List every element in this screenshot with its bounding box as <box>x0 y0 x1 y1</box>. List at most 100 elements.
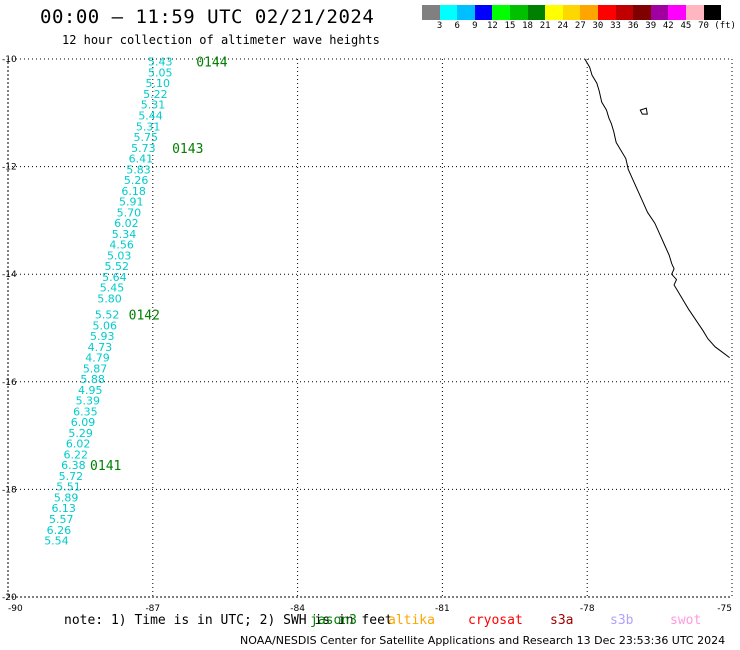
y-tick-label: -14 <box>2 270 17 280</box>
wave-height-value: 6.13 <box>51 502 76 515</box>
satellite-legend-s3a: s3a <box>550 613 574 628</box>
wave-height-value: 6.02 <box>66 438 91 451</box>
pass-label: 0144 <box>196 56 227 71</box>
wave-height-value: 6.35 <box>73 405 98 418</box>
wave-height-value: 5.75 <box>133 131 158 144</box>
y-tick-label: -16 <box>2 378 17 388</box>
wave-height-value: 5.64 <box>102 271 127 284</box>
satellite-legend-swot: swot <box>670 613 702 628</box>
wave-height-value: 5.70 <box>117 206 142 219</box>
wave-height-value: 5.34 <box>112 228 137 241</box>
wave-height-colorbar <box>422 5 722 20</box>
colorbar-tick-label: 39 <box>645 21 657 31</box>
wave-height-value: 5.10 <box>146 77 171 90</box>
wave-height-value: 6.26 <box>47 524 72 537</box>
colorbar-swatch <box>703 5 722 20</box>
coastline <box>584 58 730 358</box>
colorbar-tick-label: 45 <box>680 21 692 31</box>
colorbar-labels: 3 6 9 12 15 18 21 24 27 30 33 36 39 42 45 70 (ft) <box>422 21 736 31</box>
wave-height-value: 5.72 <box>59 470 84 483</box>
wave-height-value: 6.02 <box>114 217 139 230</box>
wave-height-value: 5.57 <box>49 513 74 526</box>
colorbar-tick-label: 3 <box>436 21 443 31</box>
wave-height-value: 4.79 <box>85 352 110 365</box>
footer-credit: NOAA/NESDIS Center for Satellite Applica… <box>240 634 726 647</box>
colorbar-tick-label: 36 <box>627 21 639 31</box>
colorbar-swatch <box>597 5 616 20</box>
colorbar-tick-label: 18 <box>522 21 533 31</box>
colorbar-tick-label: 6 <box>454 21 460 31</box>
wave-height-value: 5.39 <box>76 395 101 408</box>
wave-height-value: 5.05 <box>148 66 173 79</box>
colorbar-tick-label: 42 <box>662 21 674 31</box>
colorbar-swatch <box>509 5 528 20</box>
colorbar-swatch <box>492 5 510 20</box>
wave-height-value: 6.09 <box>71 416 96 429</box>
satellite-legend-altika: altika <box>388 613 435 628</box>
colorbar-tick-label: 9 <box>472 21 478 31</box>
colorbar-swatch <box>545 5 563 20</box>
wave-height-value: 5.31 <box>141 99 166 112</box>
colorbar-swatch <box>580 5 598 20</box>
colorbar-swatch <box>527 5 546 20</box>
colorbar-tick-label: 70 <box>698 21 709 31</box>
wave-height-value: 5.03 <box>107 249 131 262</box>
colorbar-tick-label: 15 <box>504 21 516 31</box>
colorbar-swatch <box>457 5 475 20</box>
colorbar-swatch <box>439 5 458 20</box>
colorbar-tick-label: 33 <box>610 21 621 31</box>
colorbar-swatch <box>474 5 493 20</box>
pass-label: 0143 <box>172 142 203 157</box>
wave-height-value: 5.54 <box>44 535 68 548</box>
satellite-legend-cryosat: cryosat <box>468 613 523 628</box>
wave-height-value: 5.51 <box>56 481 80 494</box>
wave-height-value: 6.41 <box>129 153 154 166</box>
map-title: 00:00 – 11:59 UTC 02/21/2024 <box>40 6 375 28</box>
x-tick-label: -78 <box>580 604 595 614</box>
wave-height-value: 5.43 <box>148 56 173 69</box>
wave-height-value: 5.91 <box>119 196 144 209</box>
pass-label: 0141 <box>90 459 121 474</box>
y-tick-label: -18 <box>2 485 17 495</box>
wave-height-value: 6.38 <box>61 459 86 472</box>
wave-height-value: 6.22 <box>64 448 89 461</box>
wave-height-value: 5.87 <box>83 362 108 375</box>
colorbar-unit: (ft) <box>714 21 736 31</box>
wave-height-value: 5.52 <box>95 309 120 322</box>
x-tick-label: -87 <box>145 604 160 614</box>
colorbar-swatch <box>668 5 686 20</box>
colorbar-tick-label: 21 <box>539 21 551 31</box>
wave-height-value: 5.44 <box>138 109 163 122</box>
wave-height-value: 4.95 <box>78 384 103 397</box>
x-tick-label: -90 <box>8 604 23 614</box>
wave-height-value: 5.29 <box>68 427 93 440</box>
wave-height-value: 4.56 <box>109 239 134 252</box>
colorbar-swatch <box>650 5 669 20</box>
wave-height-value: 5.22 <box>143 88 168 101</box>
map-subtitle: 12 hour collection of altimeter wave hei… <box>62 33 380 47</box>
colorbar-swatch <box>633 5 651 20</box>
wave-height-value: 5.89 <box>54 491 79 504</box>
wave-height-value: 5.45 <box>100 282 125 295</box>
x-tick-label: -84 <box>290 604 305 614</box>
wave-height-value: 4.73 <box>88 341 113 354</box>
colorbar-tick-label: 24 <box>557 21 569 31</box>
wave-height-value: 5.52 <box>105 260 129 273</box>
wave-height-value: 5.83 <box>126 163 150 176</box>
colorbar-swatch <box>422 5 440 20</box>
wave-height-value: 5.88 <box>80 373 105 386</box>
wave-height-value: 5.93 <box>90 330 115 343</box>
wave-height-value: 6.18 <box>121 185 146 198</box>
wave-height-value: 5.80 <box>97 292 122 305</box>
lake-outline <box>639 107 648 115</box>
x-tick-label: -81 <box>435 604 450 614</box>
y-tick-label: -12 <box>2 163 17 173</box>
wave-height-value: 5.06 <box>92 319 117 332</box>
colorbar-tick-label: 27 <box>574 21 586 31</box>
x-tick-label: -75 <box>717 604 732 614</box>
y-tick-label: -20 <box>2 593 17 603</box>
colorbar-swatch <box>685 5 704 20</box>
colorbar-swatch <box>562 5 581 20</box>
wave-height-value: 5.73 <box>131 142 156 155</box>
